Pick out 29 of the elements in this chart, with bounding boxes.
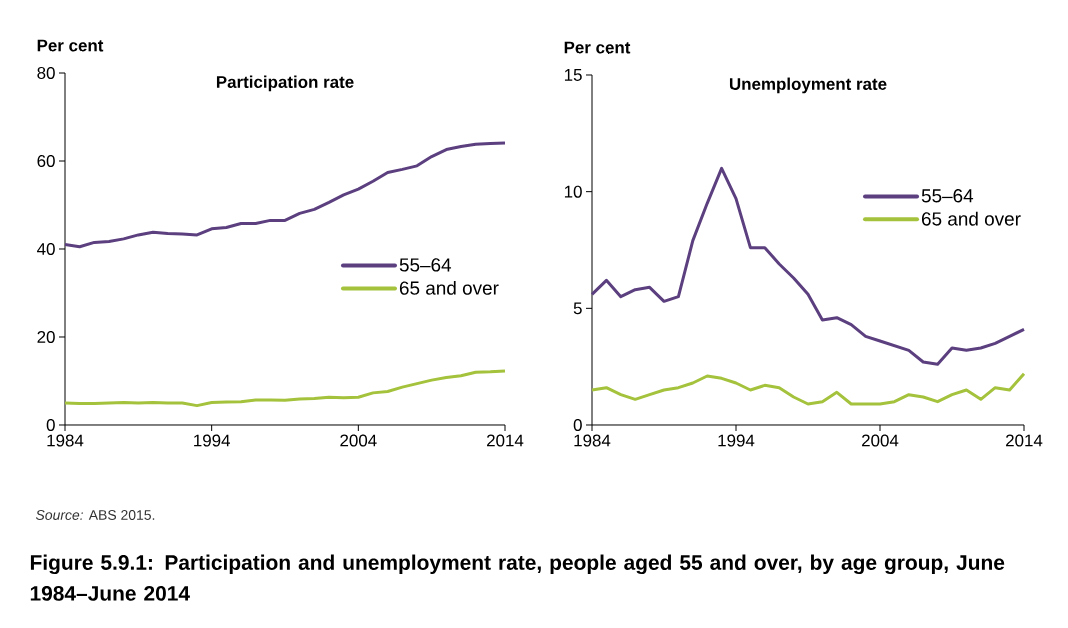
y-tick-label: 0 bbox=[573, 419, 582, 431]
x-tick-label: 2014 bbox=[487, 434, 524, 447]
y-tick-label: 10 bbox=[564, 185, 582, 198]
y-axis-title: Per cent bbox=[564, 41, 631, 54]
chart-title: Participation rate bbox=[216, 75, 354, 92]
y-axis-title: Per cent bbox=[37, 39, 104, 52]
x-tick-label: 2004 bbox=[340, 434, 377, 447]
x-tick-label: 2014 bbox=[1006, 434, 1043, 447]
legend-label: 65 and over bbox=[921, 211, 1021, 226]
y-tick-label: 0 bbox=[46, 419, 55, 431]
y-tick-label: 80 bbox=[37, 67, 55, 80]
y-tick-label: 15 bbox=[564, 69, 582, 81]
y-tick-label: 5 bbox=[573, 302, 582, 315]
y-tick-label: 20 bbox=[37, 331, 55, 343]
x-tick-label: 1994 bbox=[194, 434, 230, 447]
legend-label: 55–64 bbox=[921, 189, 974, 203]
y-tick-label: 60 bbox=[37, 155, 55, 168]
line-series bbox=[63, 369, 507, 408]
x-tick-label: 1994 bbox=[718, 434, 755, 447]
text: Source: ABS 2015. bbox=[35, 510, 155, 520]
x-tick-label: 2004 bbox=[862, 434, 899, 447]
line-series bbox=[63, 141, 507, 249]
x-tick-label: 1984 bbox=[47, 434, 84, 447]
y-tick-label: 40 bbox=[37, 243, 55, 255]
x-tick-label: 1984 bbox=[574, 434, 611, 447]
chart-title: Unemployment rate bbox=[729, 77, 887, 94]
caption: Figure 5.9.1: Participation and unemployment rate, people aged 55 and over, by age group, June 1984–June 2014 bbox=[30, 554, 1005, 601]
legend-label: 65 and over bbox=[399, 280, 499, 295]
legend-label: 55–64 bbox=[399, 258, 452, 272]
